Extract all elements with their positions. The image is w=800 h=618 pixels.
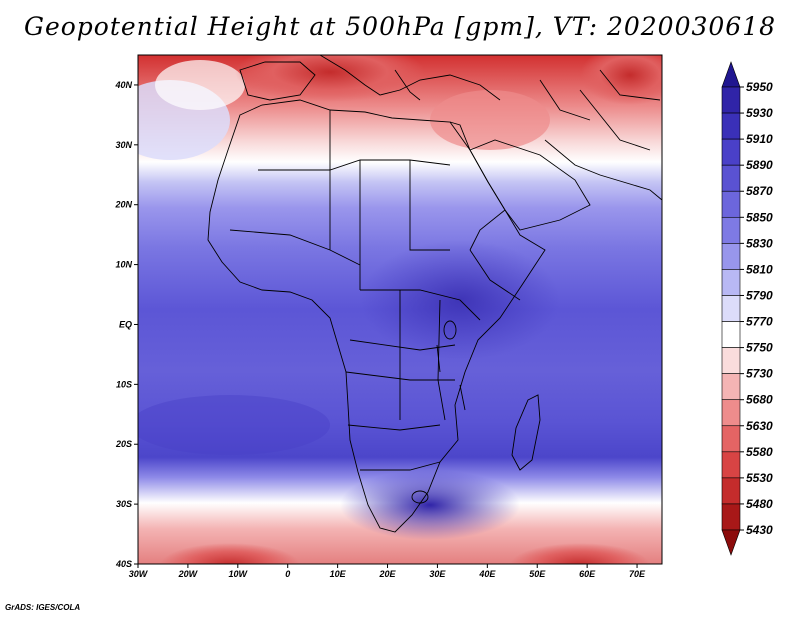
lat-tick-label: 10S [116, 379, 132, 389]
colorbar-bottom-arrow [721, 529, 741, 556]
colorbar-label: 5630 [746, 419, 773, 433]
colorbar-bin [721, 347, 741, 374]
colorbar-bin [721, 190, 741, 218]
plot-frame [137, 54, 663, 565]
grads-credit: GrADS: IGES/COLA [5, 603, 81, 612]
colorbar-label: 5430 [746, 523, 773, 537]
colorbar-bin [721, 269, 741, 296]
colorbar-bin [721, 451, 741, 479]
map-field [138, 55, 662, 564]
latitude-axis: 40N 30N 20N 10N EQ 10S 20S 30S 40S [114, 80, 138, 569]
lon-tick-label: 40E [478, 569, 496, 579]
colorbar-label: 5730 [746, 367, 773, 381]
lon-tick-label: 60E [579, 569, 596, 579]
colorbar-top-arrow [721, 61, 741, 88]
colorbar-label: 5850 [746, 210, 773, 224]
coastlines [207, 55, 662, 533]
colorbar-label: 5580 [746, 445, 773, 459]
colorbar-label: 5480 [746, 497, 773, 511]
lat-tick-label: 20N [114, 200, 132, 210]
colorbar-bin [721, 138, 741, 166]
lat-tick-label: 20S [115, 439, 132, 449]
colorbar-bin [721, 373, 741, 401]
colorbar-bin [721, 112, 741, 140]
lon-tick-label: 20E [379, 569, 397, 579]
colorbar-bin [721, 243, 741, 270]
colorbar-bin [721, 425, 741, 453]
colorbar-bin [721, 164, 741, 192]
lon-tick-label: 50E [529, 569, 546, 579]
colorbar-bin [721, 216, 741, 244]
colorbar-bin [721, 503, 741, 531]
lat-tick-label: 30S [116, 499, 132, 509]
colorbar-bin [721, 477, 741, 505]
map-title: Geopotential Height at 500hPa [gpm], VT:… [23, 12, 777, 41]
colorbar-label: 5530 [746, 471, 773, 485]
lon-tick-label: 10W [229, 569, 249, 579]
lat-tick-label: 40S [115, 559, 132, 569]
lat-tick-label: EQ [119, 319, 132, 329]
colorbar-label: 5930 [746, 106, 773, 120]
lat-tick-label: 10N [115, 260, 132, 270]
colorbar-bin [721, 86, 741, 114]
colorbar-label: 5680 [746, 393, 773, 407]
colorbar-label: 5910 [746, 132, 773, 146]
colorbar-label: 5750 [746, 341, 773, 355]
lon-tick-label: 10E [330, 569, 347, 579]
lat-tick-label: 30N [115, 140, 132, 150]
colorbar-label: 5830 [746, 236, 773, 250]
colorbar-bin [721, 399, 741, 427]
lon-tick-label: 70E [629, 569, 646, 579]
longitude-axis: 30W 20W 10W 0 10E 20E 30E 40E 50E 60E 70E [129, 564, 646, 579]
colorbar-label: 5890 [746, 158, 773, 172]
colorbar-label: 5790 [746, 288, 773, 302]
lat-tick-label: 40N [114, 80, 132, 90]
lon-tick-label: 0 [285, 569, 290, 579]
colorbar: 5950 5930 5910 5890 5870 5850 5830 5810 5790 5770… [721, 61, 773, 556]
colorbar-bin [721, 321, 741, 348]
lon-tick-label: 30E [429, 569, 446, 579]
colorbar-label: 5870 [746, 184, 773, 198]
lon-tick-label: 30W [129, 569, 149, 579]
colorbar-label: 5770 [746, 315, 773, 329]
lon-tick-label: 20W [178, 569, 199, 579]
colorbar-label: 5810 [746, 262, 773, 276]
colorbar-bin [721, 295, 741, 322]
colorbar-label: 5950 [746, 80, 773, 94]
